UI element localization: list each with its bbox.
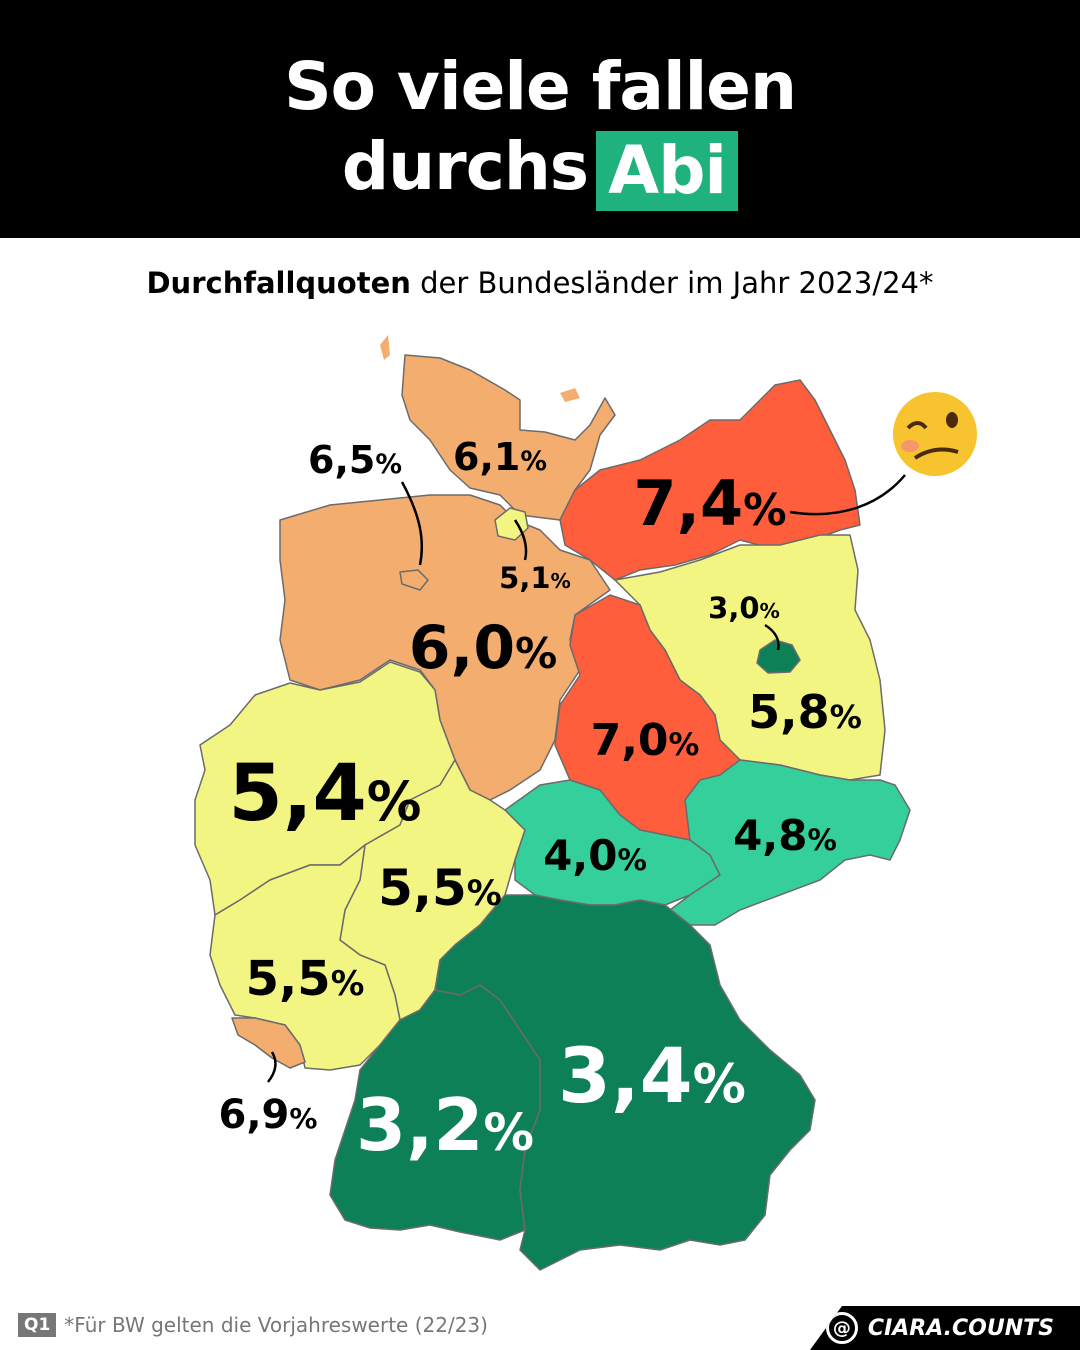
state-sachsen: [669, 759, 911, 926]
label-hessen: 5,5%: [378, 859, 502, 917]
woozy-face-eye-left: [906, 421, 928, 430]
label-berlin: 3,0%: [708, 591, 780, 625]
woozy-face-icon: [893, 392, 977, 476]
value-brandenburg: 5,8: [748, 685, 830, 739]
state-labels: 6,1% 6,5% 5,1% 7,4% 6,0% 3,0% 5,8% 7,0% …: [219, 435, 862, 1167]
label-saarland: 6,9%: [219, 1092, 318, 1138]
value-bremen: 6,5: [308, 438, 375, 482]
leader-emoji: [789, 474, 906, 516]
percent-niedersachsen: %: [515, 629, 557, 678]
value-nordrhein-westfalen: 5,4: [229, 749, 367, 839]
woozy-face-blush: [901, 440, 919, 452]
label-schleswig-holstein: 6,1%: [453, 435, 547, 479]
footnote-text: *Für BW gelten die Vorjahreswerte (22/23…: [64, 1313, 488, 1337]
at-sign-icon: @: [825, 1312, 858, 1344]
emoji-woozy-face: [893, 392, 977, 476]
percent-nordrhein-westfalen: %: [367, 769, 422, 833]
label-brandenburg: 5,8%: [748, 685, 862, 739]
subtitle-rest: der Bundesländer im Jahr 2023/24*: [410, 266, 934, 300]
value-berlin: 3,0: [708, 591, 759, 625]
leader-saarland: [267, 1051, 277, 1083]
value-baden-wuerttemberg: 3,2: [356, 1083, 484, 1167]
percent-rheinland-pfalz: %: [331, 964, 365, 1003]
state-bayern: [434, 894, 816, 1271]
title-highlight-abi: Abi: [596, 130, 739, 211]
percent-hamburg: %: [551, 569, 571, 593]
value-hessen: 5,5: [378, 859, 467, 917]
woozy-face-eye-right: [946, 412, 958, 428]
value-saarland: 6,9: [219, 1092, 290, 1138]
island-sylt: [380, 335, 390, 360]
state-bremen: [399, 569, 429, 591]
state-hamburg: [494, 507, 529, 541]
label-thueringen: 4,0%: [543, 831, 647, 880]
percent-mecklenburg-vorpommern: %: [743, 486, 786, 536]
value-mecklenburg-vorpommern: 7,4: [633, 467, 743, 540]
label-bayern: 3,4%: [558, 1031, 746, 1120]
value-thueringen: 4,0: [543, 831, 617, 880]
label-niedersachsen: 6,0%: [409, 613, 557, 683]
value-rheinland-pfalz: 5,5: [246, 951, 331, 1007]
percent-sachsen-anhalt: %: [669, 727, 700, 763]
label-nordrhein-westfalen: 5,4%: [229, 749, 422, 839]
subtitle: Durchfallquoten der Bundesländer im Jahr…: [0, 266, 1080, 300]
q1-badge: Q1: [18, 1313, 57, 1337]
value-sachsen: 4,8: [733, 811, 807, 860]
percent-bayern: %: [693, 1053, 746, 1115]
leader-bremen: [400, 481, 424, 566]
title-word-durchs: durchs: [341, 128, 589, 205]
brand-bar[interactable]: @ CIARA.COUNTS: [810, 1306, 1080, 1350]
footer-note: Q1 *Für BW gelten die Vorjahreswerte (22…: [18, 1308, 488, 1342]
percent-berlin: %: [760, 599, 780, 623]
leader-lines: [267, 474, 906, 1083]
state-schleswig-holstein: [401, 354, 616, 521]
value-bayern: 3,4: [558, 1031, 693, 1120]
label-sachsen-anhalt: 7,0%: [591, 715, 700, 766]
state-saarland: [231, 1017, 306, 1069]
value-sachsen-anhalt: 7,0: [591, 715, 669, 766]
label-hamburg: 5,1%: [499, 561, 571, 595]
label-mecklenburg-vorpommern: 7,4%: [633, 467, 786, 540]
percent-bremen: %: [375, 449, 402, 480]
title-line-1: So viele fallen: [284, 48, 797, 125]
state-shapes: [194, 335, 911, 1271]
percent-schleswig-holstein: %: [520, 446, 547, 477]
percent-saarland: %: [289, 1102, 317, 1135]
percent-hessen: %: [467, 874, 502, 914]
percent-sachsen: %: [807, 823, 836, 857]
leader-berlin: [764, 623, 780, 651]
title-line-2: durchs Abi: [0, 128, 1080, 211]
subtitle-bold: Durchfallquoten: [146, 266, 411, 300]
island-fehmarn: [560, 388, 580, 402]
value-schleswig-holstein: 6,1: [453, 435, 520, 479]
brand-name: CIARA.COUNTS: [867, 1315, 1054, 1341]
header-bar: So viele fallen durchs Abi: [0, 0, 1080, 238]
label-baden-wuerttemberg: 3,2%: [356, 1083, 534, 1167]
percent-baden-wuerttemberg: %: [484, 1103, 535, 1162]
woozy-face-mouth: [913, 447, 959, 460]
label-sachsen: 4,8%: [733, 811, 837, 860]
percent-brandenburg: %: [830, 698, 862, 736]
value-niedersachsen: 6,0: [409, 613, 515, 683]
leader-hamburg: [513, 519, 528, 561]
label-bremen: 6,5%: [308, 438, 402, 482]
label-rheinland-pfalz: 5,5%: [246, 951, 365, 1007]
value-hamburg: 5,1: [499, 561, 550, 595]
percent-thueringen: %: [617, 843, 646, 877]
